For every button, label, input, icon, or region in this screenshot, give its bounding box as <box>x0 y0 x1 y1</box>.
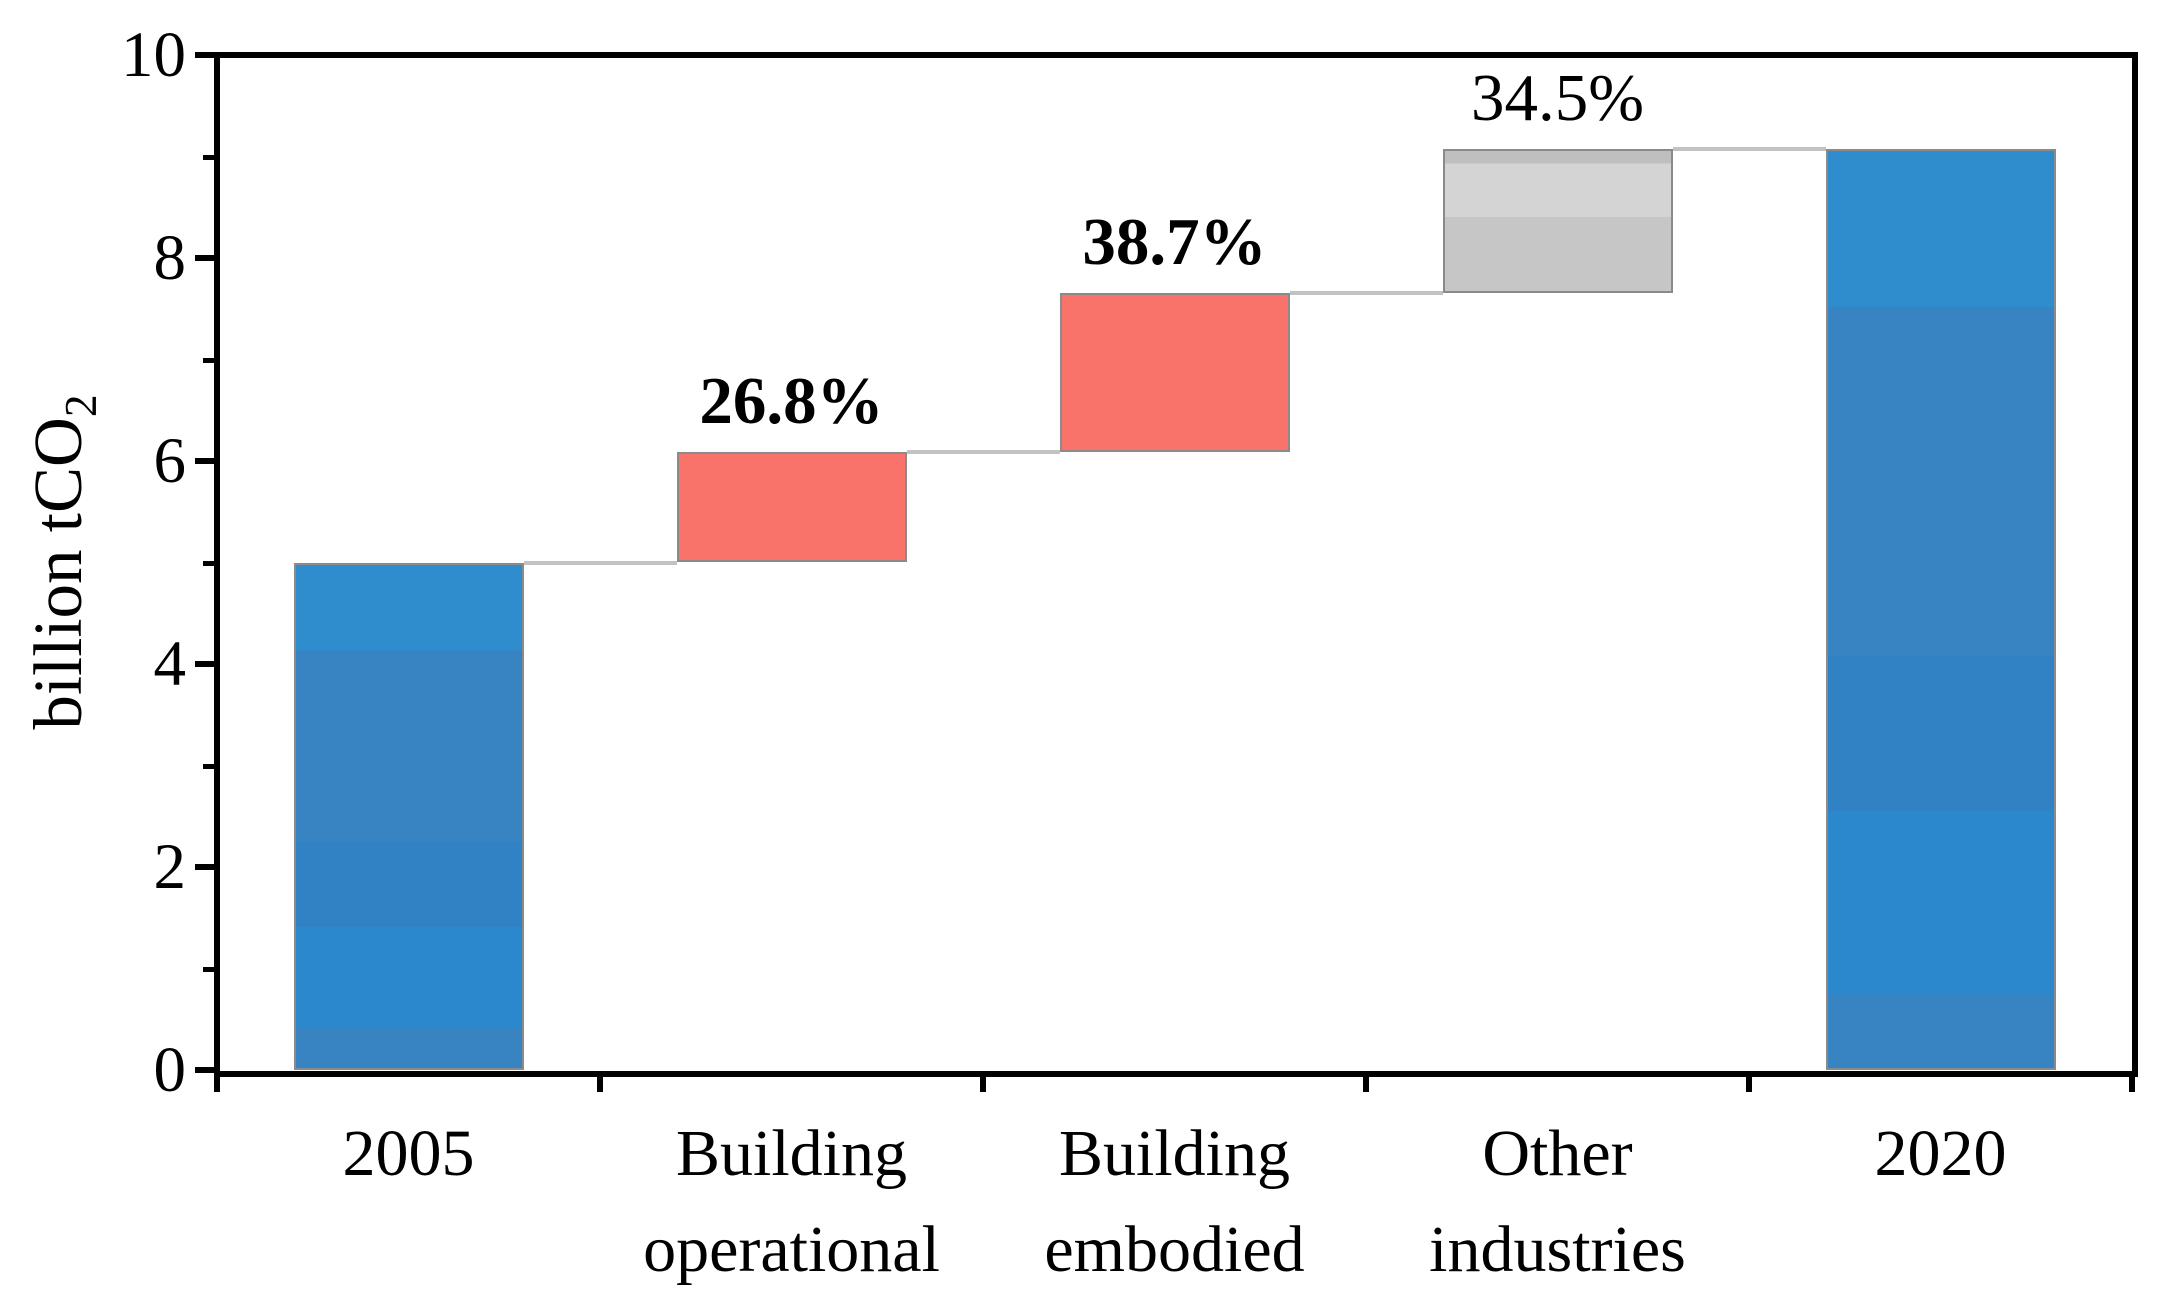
x-category-label: 2005 <box>149 1106 669 1202</box>
step-connector-line <box>906 449 1060 454</box>
y-minor-tick <box>203 154 217 160</box>
y-major-tick <box>195 458 217 464</box>
x-boundary-tick <box>597 1071 603 1092</box>
y-major-tick <box>195 255 217 261</box>
y-tick-label: 10 <box>121 19 186 91</box>
x-category-label-line: embodied <box>1044 1213 1305 1286</box>
x-category-label-line: Building <box>1058 1117 1291 1190</box>
y-minor-tick <box>203 560 217 566</box>
y-major-tick <box>195 1067 217 1073</box>
pct-label: 34.5% <box>1470 61 1645 136</box>
y-tick-label: 4 <box>153 628 187 700</box>
step-connector-line <box>1289 290 1443 295</box>
x-boundary-tick <box>980 1071 986 1092</box>
x-boundary-tick <box>214 1071 220 1092</box>
x-category-label-line: Building <box>675 1117 908 1190</box>
x-boundary-tick <box>2129 1071 2135 1092</box>
step-connector-line <box>1672 147 1826 152</box>
x-category-label-line: 2005 <box>342 1117 475 1190</box>
y-major-tick <box>195 52 217 58</box>
y-minor-tick <box>203 763 217 769</box>
y-tick-label: 2 <box>153 831 187 903</box>
y-minor-tick <box>203 357 217 363</box>
y-axis-title-subscript: 2 <box>54 394 106 418</box>
x-boundary-tick <box>1746 1071 1752 1092</box>
bar-other-industries <box>1442 149 1673 293</box>
x-category-label-line: industries <box>1429 1213 1686 1286</box>
bar-building-operational <box>676 451 907 563</box>
x-category-label-line: Other <box>1482 1117 1633 1190</box>
x-category-label: Building embodied <box>915 1106 1435 1298</box>
pct-label: 38.7% <box>1082 204 1267 279</box>
y-major-tick <box>195 864 217 870</box>
bar-2020 <box>1825 149 2056 1070</box>
x-category-label-line: operational <box>643 1213 940 1286</box>
bar-building-embodied <box>1059 292 1290 452</box>
x-category-label: Other industries <box>1298 1106 1818 1298</box>
x-category-label: Building operational <box>532 1106 1052 1298</box>
y-tick-label: 8 <box>153 222 187 294</box>
y-tick-label: 0 <box>153 1034 187 1106</box>
x-boundary-tick <box>1363 1071 1369 1092</box>
x-category-label: 2020 <box>1681 1106 2175 1202</box>
step-connector-line <box>523 560 677 565</box>
x-category-label-line: 2020 <box>1874 1117 2007 1190</box>
y-tick-label: 6 <box>153 425 187 497</box>
y-minor-tick <box>203 966 217 972</box>
bar-2005 <box>293 562 524 1070</box>
pct-label: 26.8% <box>699 363 884 438</box>
y-major-tick <box>195 661 217 667</box>
